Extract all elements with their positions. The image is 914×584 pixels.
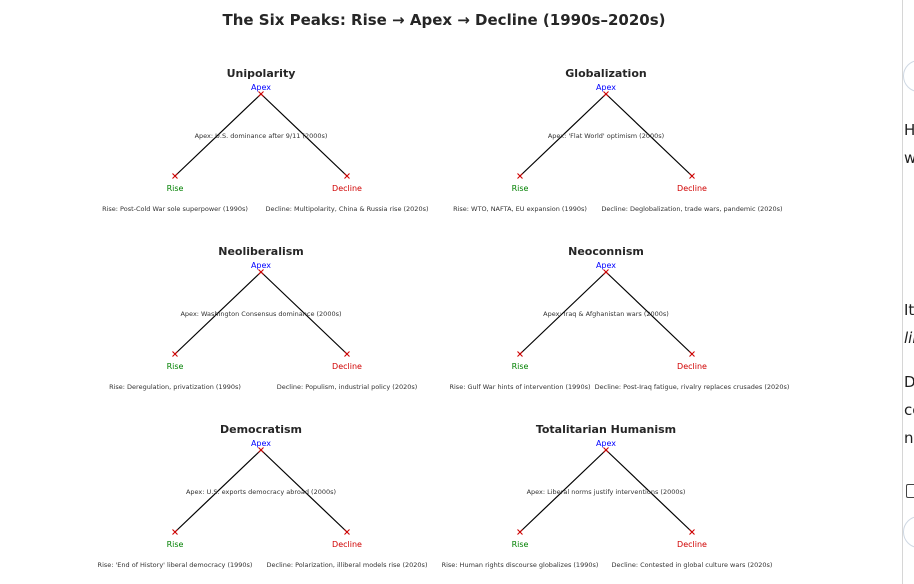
apex-description: Apex: Liberal norms justify intervention… xyxy=(526,488,686,496)
side-window-text: D xyxy=(904,373,914,391)
peak-lines xyxy=(172,91,350,179)
decline-line xyxy=(260,271,348,355)
side-window-text: nc xyxy=(904,429,914,447)
peak-lines xyxy=(517,447,695,535)
decline-marker xyxy=(344,351,350,357)
rise-label: Rise xyxy=(166,184,184,193)
panel-title: Neoliberalism xyxy=(218,245,304,258)
decline-description: Decline: Multipolarity, China & Russia r… xyxy=(265,205,429,213)
rise-label: Rise xyxy=(166,362,184,371)
decline-description: Decline: Contested in global culture war… xyxy=(611,561,773,569)
rise-label: Rise xyxy=(511,540,529,549)
rise-line xyxy=(174,93,262,177)
side-window-text: It xyxy=(904,301,914,319)
apex-description: Apex: U.S. dominance after 9/11 (2000s) xyxy=(194,132,328,140)
decline-label: Decline xyxy=(332,362,362,371)
side-window-text: lil xyxy=(904,329,914,347)
panel-title: Unipolarity xyxy=(226,67,296,80)
rise-label: Rise xyxy=(166,540,184,549)
decline-line xyxy=(605,271,693,355)
side-window-text: cc xyxy=(904,401,914,419)
side-window-button[interactable] xyxy=(903,516,914,548)
decline-line xyxy=(605,93,693,177)
panel-title: Democratism xyxy=(219,423,303,436)
panel-title: Neoconnism xyxy=(568,245,644,258)
apex-marker xyxy=(258,269,264,275)
decline-marker xyxy=(344,173,350,179)
decline-marker xyxy=(344,529,350,535)
apex-label: Apex xyxy=(595,261,617,270)
side-window-text: H xyxy=(904,121,914,139)
side-window-text: w xyxy=(904,149,914,167)
decline-description: Decline: Post-Iraq fatigue, rivalry repl… xyxy=(594,383,790,391)
peak-lines xyxy=(172,447,350,535)
apex-label: Apex xyxy=(250,83,272,92)
decline-line xyxy=(260,449,348,533)
copy-icon[interactable] xyxy=(906,484,914,498)
peak-lines xyxy=(517,269,695,357)
panel-title: Totalitarian Humanism xyxy=(535,423,677,436)
decline-marker xyxy=(689,173,695,179)
peak-lines xyxy=(517,91,695,179)
rise-line xyxy=(519,93,607,177)
rise-description: Rise: WTO, NAFTA, EU expansion (1990s) xyxy=(453,205,587,213)
rise-description: Rise: 'End of History' liberal democracy… xyxy=(97,561,253,569)
apex-description: Apex: U.S. exports democracy abroad (200… xyxy=(185,488,337,496)
rise-line xyxy=(519,449,607,533)
decline-label: Decline xyxy=(332,540,362,549)
apex-marker xyxy=(603,447,609,453)
decline-marker xyxy=(689,529,695,535)
apex-label: Apex xyxy=(595,439,617,448)
rise-description: Rise: Post-Cold War sole superpower (199… xyxy=(102,205,248,213)
decline-label: Decline xyxy=(677,184,707,193)
rise-label: Rise xyxy=(511,184,529,193)
rise-marker xyxy=(517,173,523,179)
decline-label: Decline xyxy=(677,540,707,549)
rise-description: Rise: Human rights discourse globalizes … xyxy=(441,561,599,569)
decline-line xyxy=(260,93,348,177)
decline-marker xyxy=(689,351,695,357)
apex-marker xyxy=(258,447,264,453)
apex-description: Apex: Washington Consensus dominance (20… xyxy=(180,310,342,318)
apex-label: Apex xyxy=(595,83,617,92)
rise-line xyxy=(174,271,262,355)
figure-title: The Six Peaks: Rise → Apex → Decline (19… xyxy=(222,11,666,29)
panel-title: Globalization xyxy=(565,67,647,80)
apex-description: Apex: Iraq & Afghanistan wars (2000s) xyxy=(543,310,669,318)
decline-description: Decline: Deglobalization, trade wars, pa… xyxy=(601,205,783,213)
decline-label: Decline xyxy=(332,184,362,193)
decline-description: Decline: Populism, industrial policy (20… xyxy=(276,383,418,391)
apex-marker xyxy=(603,91,609,97)
apex-description: Apex: 'Flat World' optimism (2000s) xyxy=(547,132,665,140)
rise-marker xyxy=(172,173,178,179)
decline-label: Decline xyxy=(677,362,707,371)
apex-marker xyxy=(603,269,609,275)
side-window-button[interactable] xyxy=(903,60,914,92)
rise-line xyxy=(174,449,262,533)
decline-line xyxy=(605,449,693,533)
rise-marker xyxy=(517,529,523,535)
apex-label: Apex xyxy=(250,261,272,270)
apex-marker xyxy=(258,91,264,97)
rise-line xyxy=(519,271,607,355)
rise-description: Rise: Deregulation, privatization (1990s… xyxy=(109,383,241,391)
rise-marker xyxy=(172,351,178,357)
rise-label: Rise xyxy=(511,362,529,371)
rise-marker xyxy=(517,351,523,357)
rise-description: Rise: Gulf War hints of intervention (19… xyxy=(449,383,591,391)
side-window-edge: H w It lil D cc nc xyxy=(902,0,914,584)
rise-marker xyxy=(172,529,178,535)
decline-description: Decline: Polarization, illiberal models … xyxy=(266,561,428,569)
apex-label: Apex xyxy=(250,439,272,448)
peak-lines xyxy=(172,269,350,357)
